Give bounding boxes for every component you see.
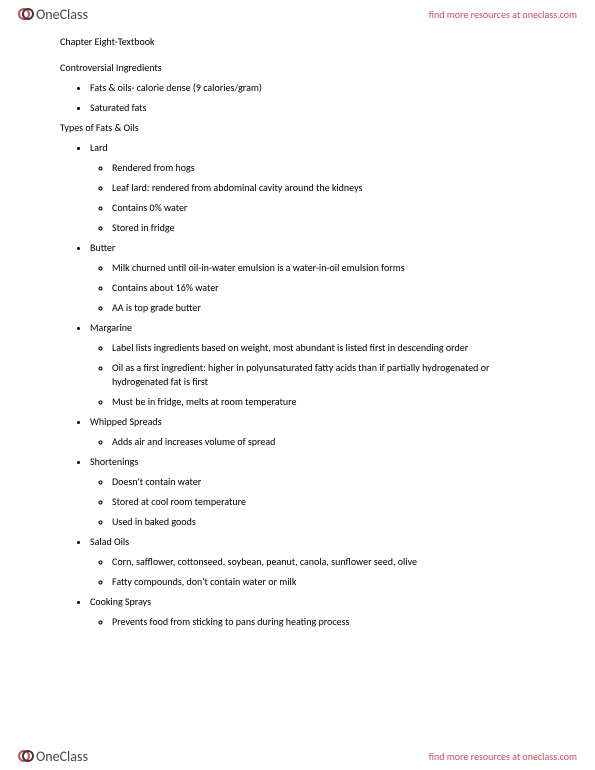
type-name: Shortenings xyxy=(90,455,138,468)
page-footer: OneClass find more resources at oneclass… xyxy=(0,742,595,770)
list-item: AA is top grade butter xyxy=(112,301,540,315)
list-item: Adds air and increases volume of spread xyxy=(112,435,540,449)
list-item: Must be in fridge, melts at room tempera… xyxy=(112,395,540,409)
list-item: Oil as a first ingredient: higher in pol… xyxy=(112,361,540,389)
list-item: Milk churned until oil-in-water emulsion… xyxy=(112,261,540,275)
logo-icon xyxy=(18,6,34,22)
list-item: Contains 0% water xyxy=(112,201,540,215)
list-item: Label lists ingredients based on weight,… xyxy=(112,341,540,355)
list-item: Corn, safflower, cottonseed, soybean, pe… xyxy=(112,555,540,569)
type-item: Cooking Sprays Prevents food from stickin… xyxy=(90,595,540,629)
list-item: Doesn't contain water xyxy=(112,475,540,489)
type-item: Shortenings Doesn't contain water Stored a… xyxy=(90,455,540,529)
list-item: Rendered from hogs xyxy=(112,161,540,175)
list-item: Stored at cool room temperature xyxy=(112,495,540,509)
document-body: Chapter Eight-Textbook Controversial Ing… xyxy=(60,35,540,635)
type-points: Label lists ingredients based on weight,… xyxy=(90,341,540,409)
list-item: Contains about 16% water xyxy=(112,281,540,295)
logo-icon xyxy=(18,748,34,764)
types-list: Lard Rendered from hogs Leaf lard: rendere… xyxy=(60,141,540,629)
type-name: Lard xyxy=(90,141,108,154)
list-item: Stored in fridge xyxy=(112,221,540,235)
type-points: Adds air and increases volume of spread xyxy=(90,435,540,449)
type-item: Salad Oils Corn, safflower, cottonseed, s… xyxy=(90,535,540,589)
list-item: Fats & oils- calorie dense (9 calories/g… xyxy=(90,81,540,95)
type-name: Cooking Sprays xyxy=(90,595,151,608)
list-item: Fatty compounds, don't contain water or … xyxy=(112,575,540,589)
list-item: Leaf lard: rendered from abdominal cavit… xyxy=(112,181,540,195)
list-item: Saturated fats xyxy=(90,101,540,115)
list-item: Used in baked goods xyxy=(112,515,540,529)
type-name: Salad Oils xyxy=(90,535,129,548)
type-name: Whipped Spreads xyxy=(90,415,162,428)
list-item: Prevents food from sticking to pans duri… xyxy=(112,615,540,629)
brand-name: OneClass xyxy=(36,748,88,765)
section-heading: Types of Fats & Oils xyxy=(60,121,540,135)
type-points: Rendered from hogs Leaf lard: rendered fr… xyxy=(90,161,540,235)
type-item: Margarine Label lists ingredients based o… xyxy=(90,321,540,409)
type-points: Prevents food from sticking to pans duri… xyxy=(90,615,540,629)
brand-logo: OneClass xyxy=(18,6,88,23)
type-name: Margarine xyxy=(90,321,132,334)
section1-list: Fats & oils- calorie dense (9 calories/g… xyxy=(60,81,540,115)
page-header: OneClass find more resources at oneclass… xyxy=(0,0,595,28)
type-points: Corn, safflower, cottonseed, soybean, pe… xyxy=(90,555,540,589)
type-points: Milk churned until oil-in-water emulsion… xyxy=(90,261,540,315)
type-item: Lard Rendered from hogs Leaf lard: rendere… xyxy=(90,141,540,235)
brand-logo: OneClass xyxy=(18,748,88,765)
header-tagline: find more resources at oneclass.com xyxy=(429,8,577,21)
type-name: Butter xyxy=(90,241,115,254)
type-item: Whipped Spreads Adds air and increases vo… xyxy=(90,415,540,449)
chapter-title: Chapter Eight-Textbook xyxy=(60,35,540,49)
type-item: Butter Milk churned until oil-in-water em… xyxy=(90,241,540,315)
type-points: Doesn't contain water Stored at cool room… xyxy=(90,475,540,529)
brand-name: OneClass xyxy=(36,6,88,23)
footer-tagline: find more resources at oneclass.com xyxy=(429,750,577,763)
section-heading: Controversial Ingredients xyxy=(60,61,540,75)
